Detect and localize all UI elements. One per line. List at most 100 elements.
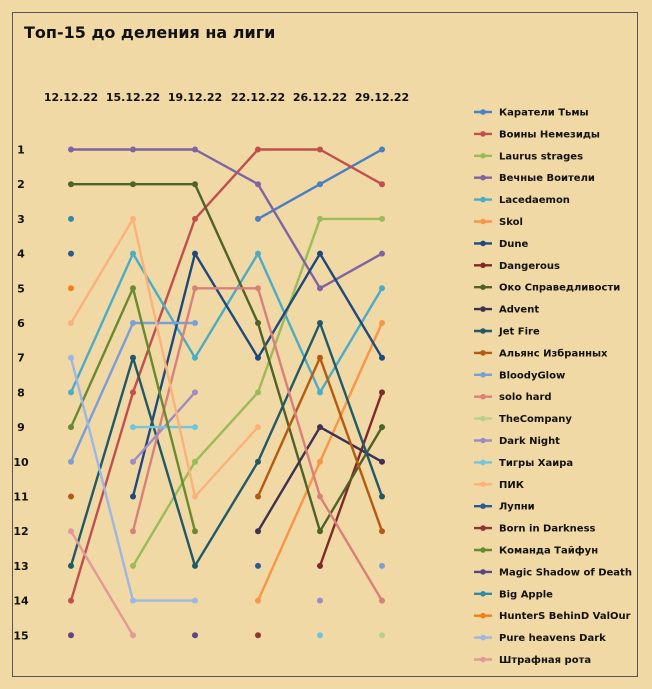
series-line bbox=[69, 530, 135, 636]
legend-label: solo hard bbox=[499, 392, 552, 403]
legend-label: Jet Fire bbox=[498, 327, 540, 338]
legend-marker bbox=[480, 240, 486, 247]
legend-label: Каратели Тьмы bbox=[499, 108, 589, 119]
data-point bbox=[379, 146, 385, 153]
data-point bbox=[255, 320, 261, 326]
legend-marker bbox=[480, 306, 486, 312]
data-point bbox=[192, 285, 198, 292]
y-tick-label: 2 bbox=[17, 178, 25, 191]
data-point bbox=[379, 562, 385, 569]
data-point bbox=[192, 320, 198, 326]
series-line bbox=[69, 148, 383, 601]
y-tick-label: 4 bbox=[17, 248, 25, 261]
x-tick-label: 22.12.22 bbox=[231, 91, 285, 104]
data-point bbox=[192, 181, 198, 188]
x-tick-label: 15.12.22 bbox=[106, 91, 160, 104]
legend-marker bbox=[480, 415, 486, 422]
legend-marker bbox=[480, 131, 486, 137]
data-point bbox=[317, 424, 323, 431]
data-point bbox=[130, 458, 136, 465]
data-point bbox=[255, 424, 261, 431]
data-point bbox=[317, 562, 323, 569]
chart-frame bbox=[12, 12, 638, 677]
data-point bbox=[192, 528, 198, 535]
data-point bbox=[255, 250, 261, 257]
legend-label: Лупни bbox=[499, 502, 535, 513]
data-point bbox=[68, 181, 74, 188]
data-point bbox=[130, 597, 136, 604]
data-point bbox=[317, 320, 323, 326]
data-point bbox=[68, 320, 74, 326]
data-point bbox=[130, 320, 136, 326]
data-point bbox=[130, 285, 136, 292]
x-tick-label: 29.12.22 bbox=[355, 91, 409, 104]
data-point bbox=[68, 632, 74, 639]
data-point bbox=[255, 389, 261, 396]
data-point bbox=[255, 285, 261, 292]
data-point bbox=[379, 424, 385, 431]
data-point bbox=[130, 215, 136, 222]
data-point bbox=[255, 597, 261, 604]
y-tick-label: 8 bbox=[17, 386, 25, 399]
legend-label: Laurus strages bbox=[499, 151, 583, 162]
data-point bbox=[192, 354, 198, 361]
data-point bbox=[68, 146, 74, 153]
data-point bbox=[379, 632, 385, 639]
data-point bbox=[317, 146, 323, 153]
legend-label: Тигры Хаира bbox=[499, 458, 573, 469]
legend-label: Око Справедливости bbox=[499, 283, 620, 294]
y-tick-label: 14 bbox=[13, 595, 29, 608]
legend-marker bbox=[480, 350, 486, 356]
data-point bbox=[255, 458, 261, 465]
legend-marker bbox=[480, 656, 486, 663]
data-point bbox=[192, 493, 198, 500]
data-point bbox=[68, 597, 74, 604]
legend-marker bbox=[480, 503, 486, 510]
data-point bbox=[130, 632, 136, 639]
y-tick-label: 9 bbox=[17, 421, 25, 434]
data-point bbox=[192, 562, 198, 569]
data-point bbox=[379, 493, 385, 500]
data-point bbox=[192, 424, 198, 431]
legend-marker bbox=[480, 481, 486, 488]
legend-marker bbox=[480, 525, 486, 531]
x-tick-label: 19.12.22 bbox=[168, 91, 222, 104]
y-tick-label: 3 bbox=[17, 213, 25, 226]
data-point bbox=[68, 493, 74, 500]
data-point bbox=[255, 146, 261, 153]
data-point bbox=[192, 632, 198, 639]
legend-label: Dark Night bbox=[499, 436, 560, 447]
legend-label: BloodyGlow bbox=[499, 370, 565, 381]
legend-marker bbox=[480, 218, 486, 225]
data-point bbox=[379, 354, 385, 361]
legend-marker bbox=[480, 328, 486, 334]
data-point bbox=[192, 146, 198, 153]
data-point bbox=[317, 215, 323, 222]
legend-marker bbox=[480, 547, 486, 553]
legend-label: HunterS BehinD ValOur bbox=[499, 611, 631, 622]
data-point bbox=[379, 250, 385, 257]
x-tick-label: 12.12.22 bbox=[44, 91, 98, 104]
legend-marker bbox=[480, 459, 486, 466]
data-point bbox=[317, 181, 323, 188]
data-point bbox=[317, 528, 323, 535]
data-point bbox=[255, 528, 261, 535]
data-point bbox=[68, 389, 74, 396]
data-point bbox=[130, 424, 136, 431]
data-point bbox=[130, 146, 136, 153]
legend-marker bbox=[480, 569, 486, 575]
data-point bbox=[255, 181, 261, 188]
data-point bbox=[255, 632, 261, 639]
legend-marker bbox=[480, 284, 486, 291]
data-point bbox=[317, 285, 323, 292]
y-tick-label: 13 bbox=[13, 560, 28, 573]
data-point bbox=[192, 597, 198, 604]
chart-title: Топ-15 до деления на лиги bbox=[24, 23, 275, 42]
data-point bbox=[255, 493, 261, 500]
data-point bbox=[379, 528, 385, 535]
legend-marker bbox=[480, 634, 486, 641]
y-tick-label: 10 bbox=[13, 456, 29, 469]
data-point bbox=[317, 250, 323, 257]
y-tick-label: 6 bbox=[17, 317, 25, 330]
legend-label: Skol bbox=[499, 217, 523, 228]
